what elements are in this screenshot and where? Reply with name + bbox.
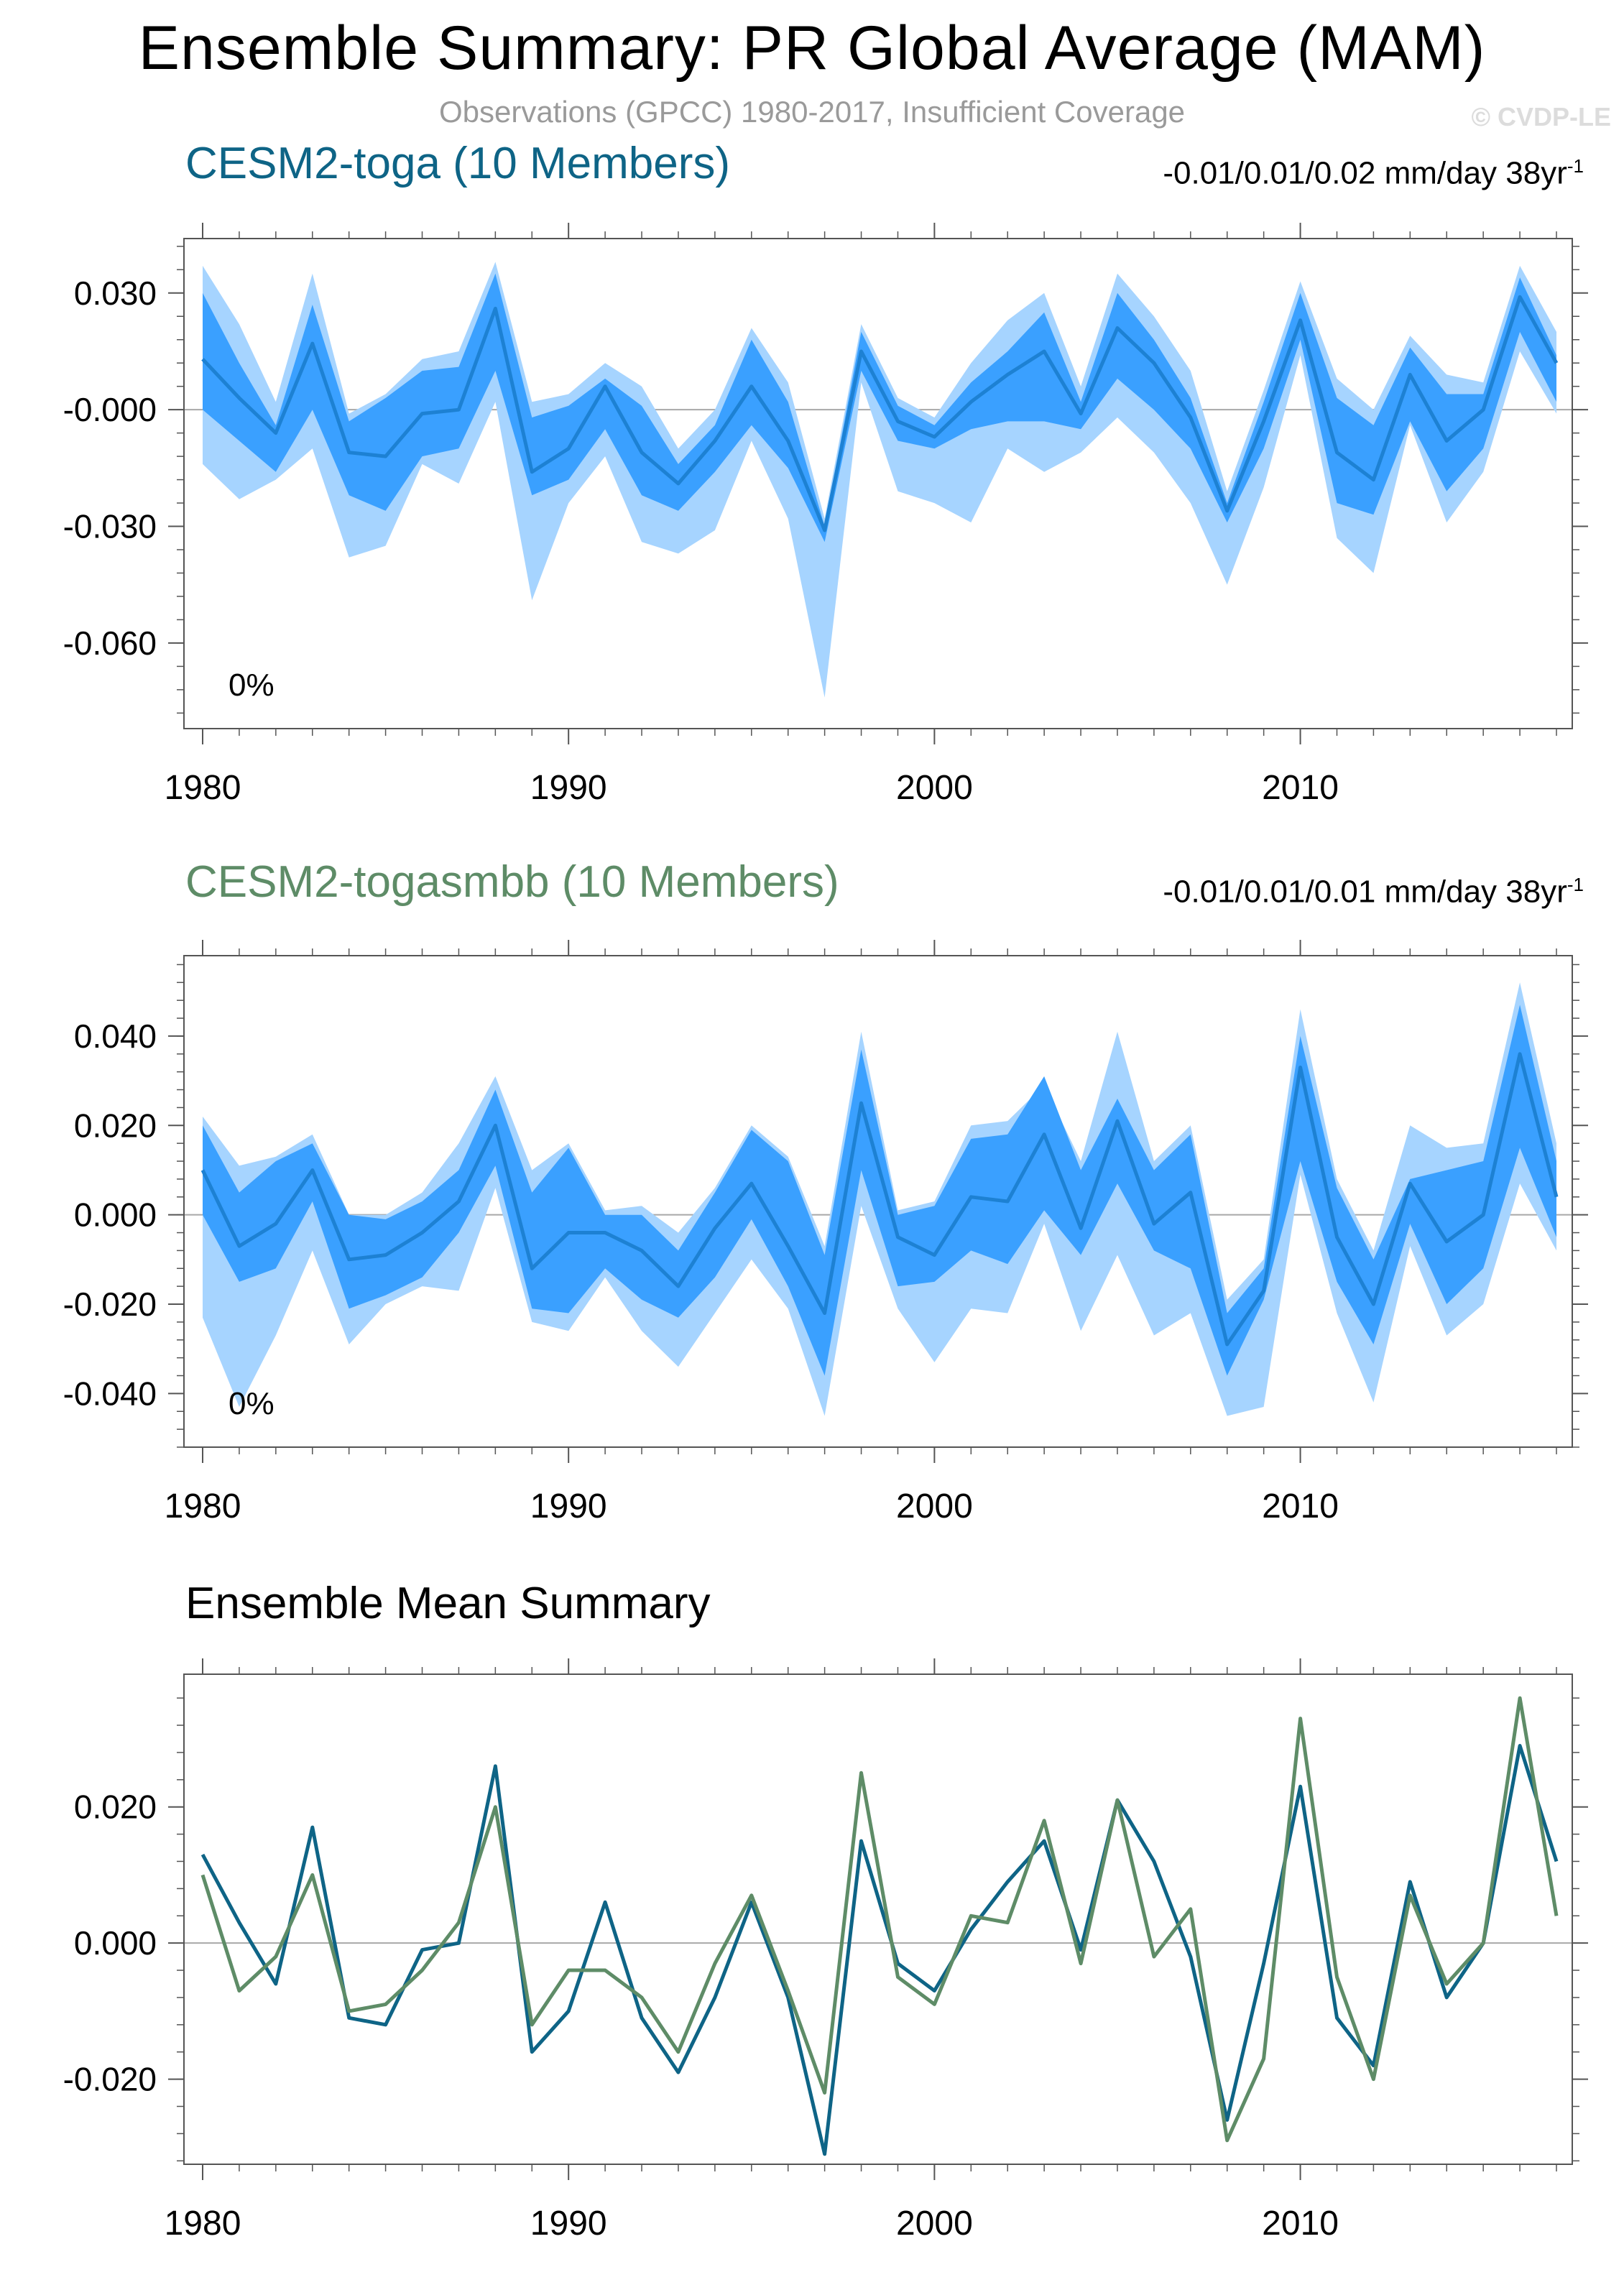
panel-3-plot-frame [183, 1673, 1573, 2165]
panel-1-stats-text: -0.01/0.01/0.02 mm/day 38yr [1163, 155, 1567, 191]
panel-3-y-tick-label: 0.000 [74, 1924, 157, 1962]
panel-1-plot-frame [183, 238, 1573, 729]
panel-3-x-tick-label: 2000 [896, 2204, 973, 2243]
panel-1-x-tick-label: 2000 [896, 769, 973, 807]
panel-2-y-tick-label: -0.040 [63, 1375, 157, 1412]
panel-1-y-tick-label: -0.000 [63, 391, 157, 428]
panel-2-y-tick-label: -0.020 [63, 1285, 157, 1323]
panel-1-percent-label: 0% [229, 668, 274, 703]
panel-2-y-tick-label: 0.020 [74, 1107, 157, 1144]
panel-2-x-tick-label: 1990 [530, 1487, 607, 1525]
panel-3-y-tick-label: 0.020 [74, 1788, 157, 1826]
panel-3-x-tick-label: 1990 [530, 2204, 607, 2243]
panel-2-y-tick-label: 0.040 [74, 1017, 157, 1055]
panel-2-ensemble-mean-line [200, 1052, 1559, 1347]
panel-1-y-tick-label: -0.030 [63, 508, 157, 545]
panel-2-percent-label: 0% [229, 1386, 274, 1421]
panel-3-x-tick-label: 1980 [165, 2204, 241, 2243]
panel-2-range-band-inner [203, 1005, 1556, 1376]
panel-2-x-tick-label: 2010 [1262, 1487, 1339, 1525]
panel-3-series-line-cesm2-togasmbb [200, 1696, 1559, 2143]
panel-1-title: CESM2-toga (10 Members) [185, 139, 731, 188]
copyright-watermark: © CVDP-LE [1471, 102, 1611, 131]
panel-3-y-tick-label: -0.020 [63, 2061, 157, 2098]
figure-title: Ensemble Summary: PR Global Average (MAM… [138, 14, 1486, 83]
figure-subtitle: Observations (GPCC) 1980-2017, Insuffici… [438, 95, 1186, 129]
panel-1-ensemble-mean-line [201, 295, 1559, 532]
panel-3-title: Ensemble Mean Summary [185, 1579, 711, 1628]
panel-1-stats-sup: -1 [1567, 155, 1584, 177]
panel-1-x-tick-label: 2010 [1262, 769, 1339, 807]
panel-2-stats-sup: -1 [1567, 874, 1584, 895]
panel-1-y-tick-label: -0.060 [63, 624, 157, 662]
panel-2-stats-text: -0.01/0.01/0.01 mm/day 38yr [1163, 874, 1567, 910]
panel-2-plot-frame [183, 955, 1573, 1448]
panel-2-stats: -0.01/0.01/0.01 mm/day 38yr-1 [1163, 874, 1584, 910]
panel-3-x-tick-label: 2010 [1262, 2204, 1339, 2243]
panel-1-x-tick-label: 1990 [530, 769, 607, 807]
panel-1-range-band-inner [203, 273, 1556, 543]
panel-2-x-tick-label: 2000 [896, 1487, 973, 1525]
panel-2-title: CESM2-togasmbb (10 Members) [185, 857, 839, 907]
panel-3-series-line-cesm2-toga [200, 1744, 1559, 2156]
panel-1-stats: -0.01/0.01/0.02 mm/day 38yr-1 [1163, 155, 1584, 192]
panel-1-y-tick-label: 0.030 [74, 274, 157, 312]
panel-1-x-tick-label: 1980 [165, 769, 241, 807]
panel-2-y-tick-label: 0.000 [74, 1196, 157, 1234]
panel-2-x-tick-label: 1980 [165, 1487, 241, 1525]
